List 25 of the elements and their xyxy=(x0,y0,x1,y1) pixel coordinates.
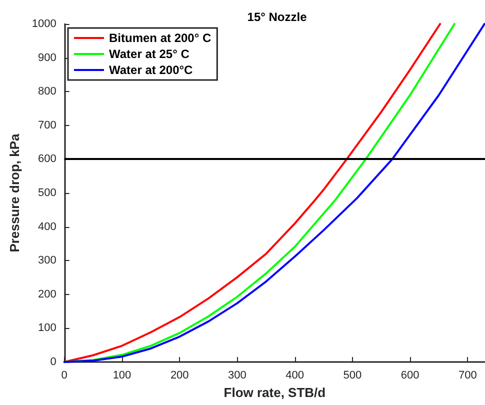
x-tick-label: 300 xyxy=(228,370,246,382)
x-tick-label: 700 xyxy=(458,370,477,382)
legend-label: Water at 200°C xyxy=(109,63,194,77)
y-tick-label: 200 xyxy=(38,288,56,300)
y-tick-label: 900 xyxy=(38,52,56,64)
x-tick-label: 0 xyxy=(61,370,68,382)
y-tick-label: 400 xyxy=(38,220,56,233)
y-tick-label: 100 xyxy=(38,322,56,334)
x-axis-title: Flow rate, STB/d xyxy=(224,384,326,400)
y-tick-label: 700 xyxy=(38,119,56,132)
legend-label: Bitumen at 200° C xyxy=(109,31,212,45)
x-tick-label: 500 xyxy=(343,370,362,382)
x-tick-label: 200 xyxy=(170,370,189,382)
x-tick-label: 400 xyxy=(286,370,304,382)
y-tick-label: 0 xyxy=(50,356,56,368)
y-axis-title: Pressure drop, kPa xyxy=(7,132,22,252)
y-tick-label: 300 xyxy=(38,254,56,267)
x-tick-label: 600 xyxy=(400,370,420,382)
legend-label: Water at 25° C xyxy=(109,47,190,61)
y-tick-label: 1000 xyxy=(32,18,56,30)
y-tick-label: 500 xyxy=(38,187,56,199)
chart-title: 15° Nozzle xyxy=(247,10,308,24)
y-tick-label: 600 xyxy=(38,153,56,166)
x-tick-label: 100 xyxy=(112,370,132,382)
y-tick-label: 800 xyxy=(38,86,56,98)
